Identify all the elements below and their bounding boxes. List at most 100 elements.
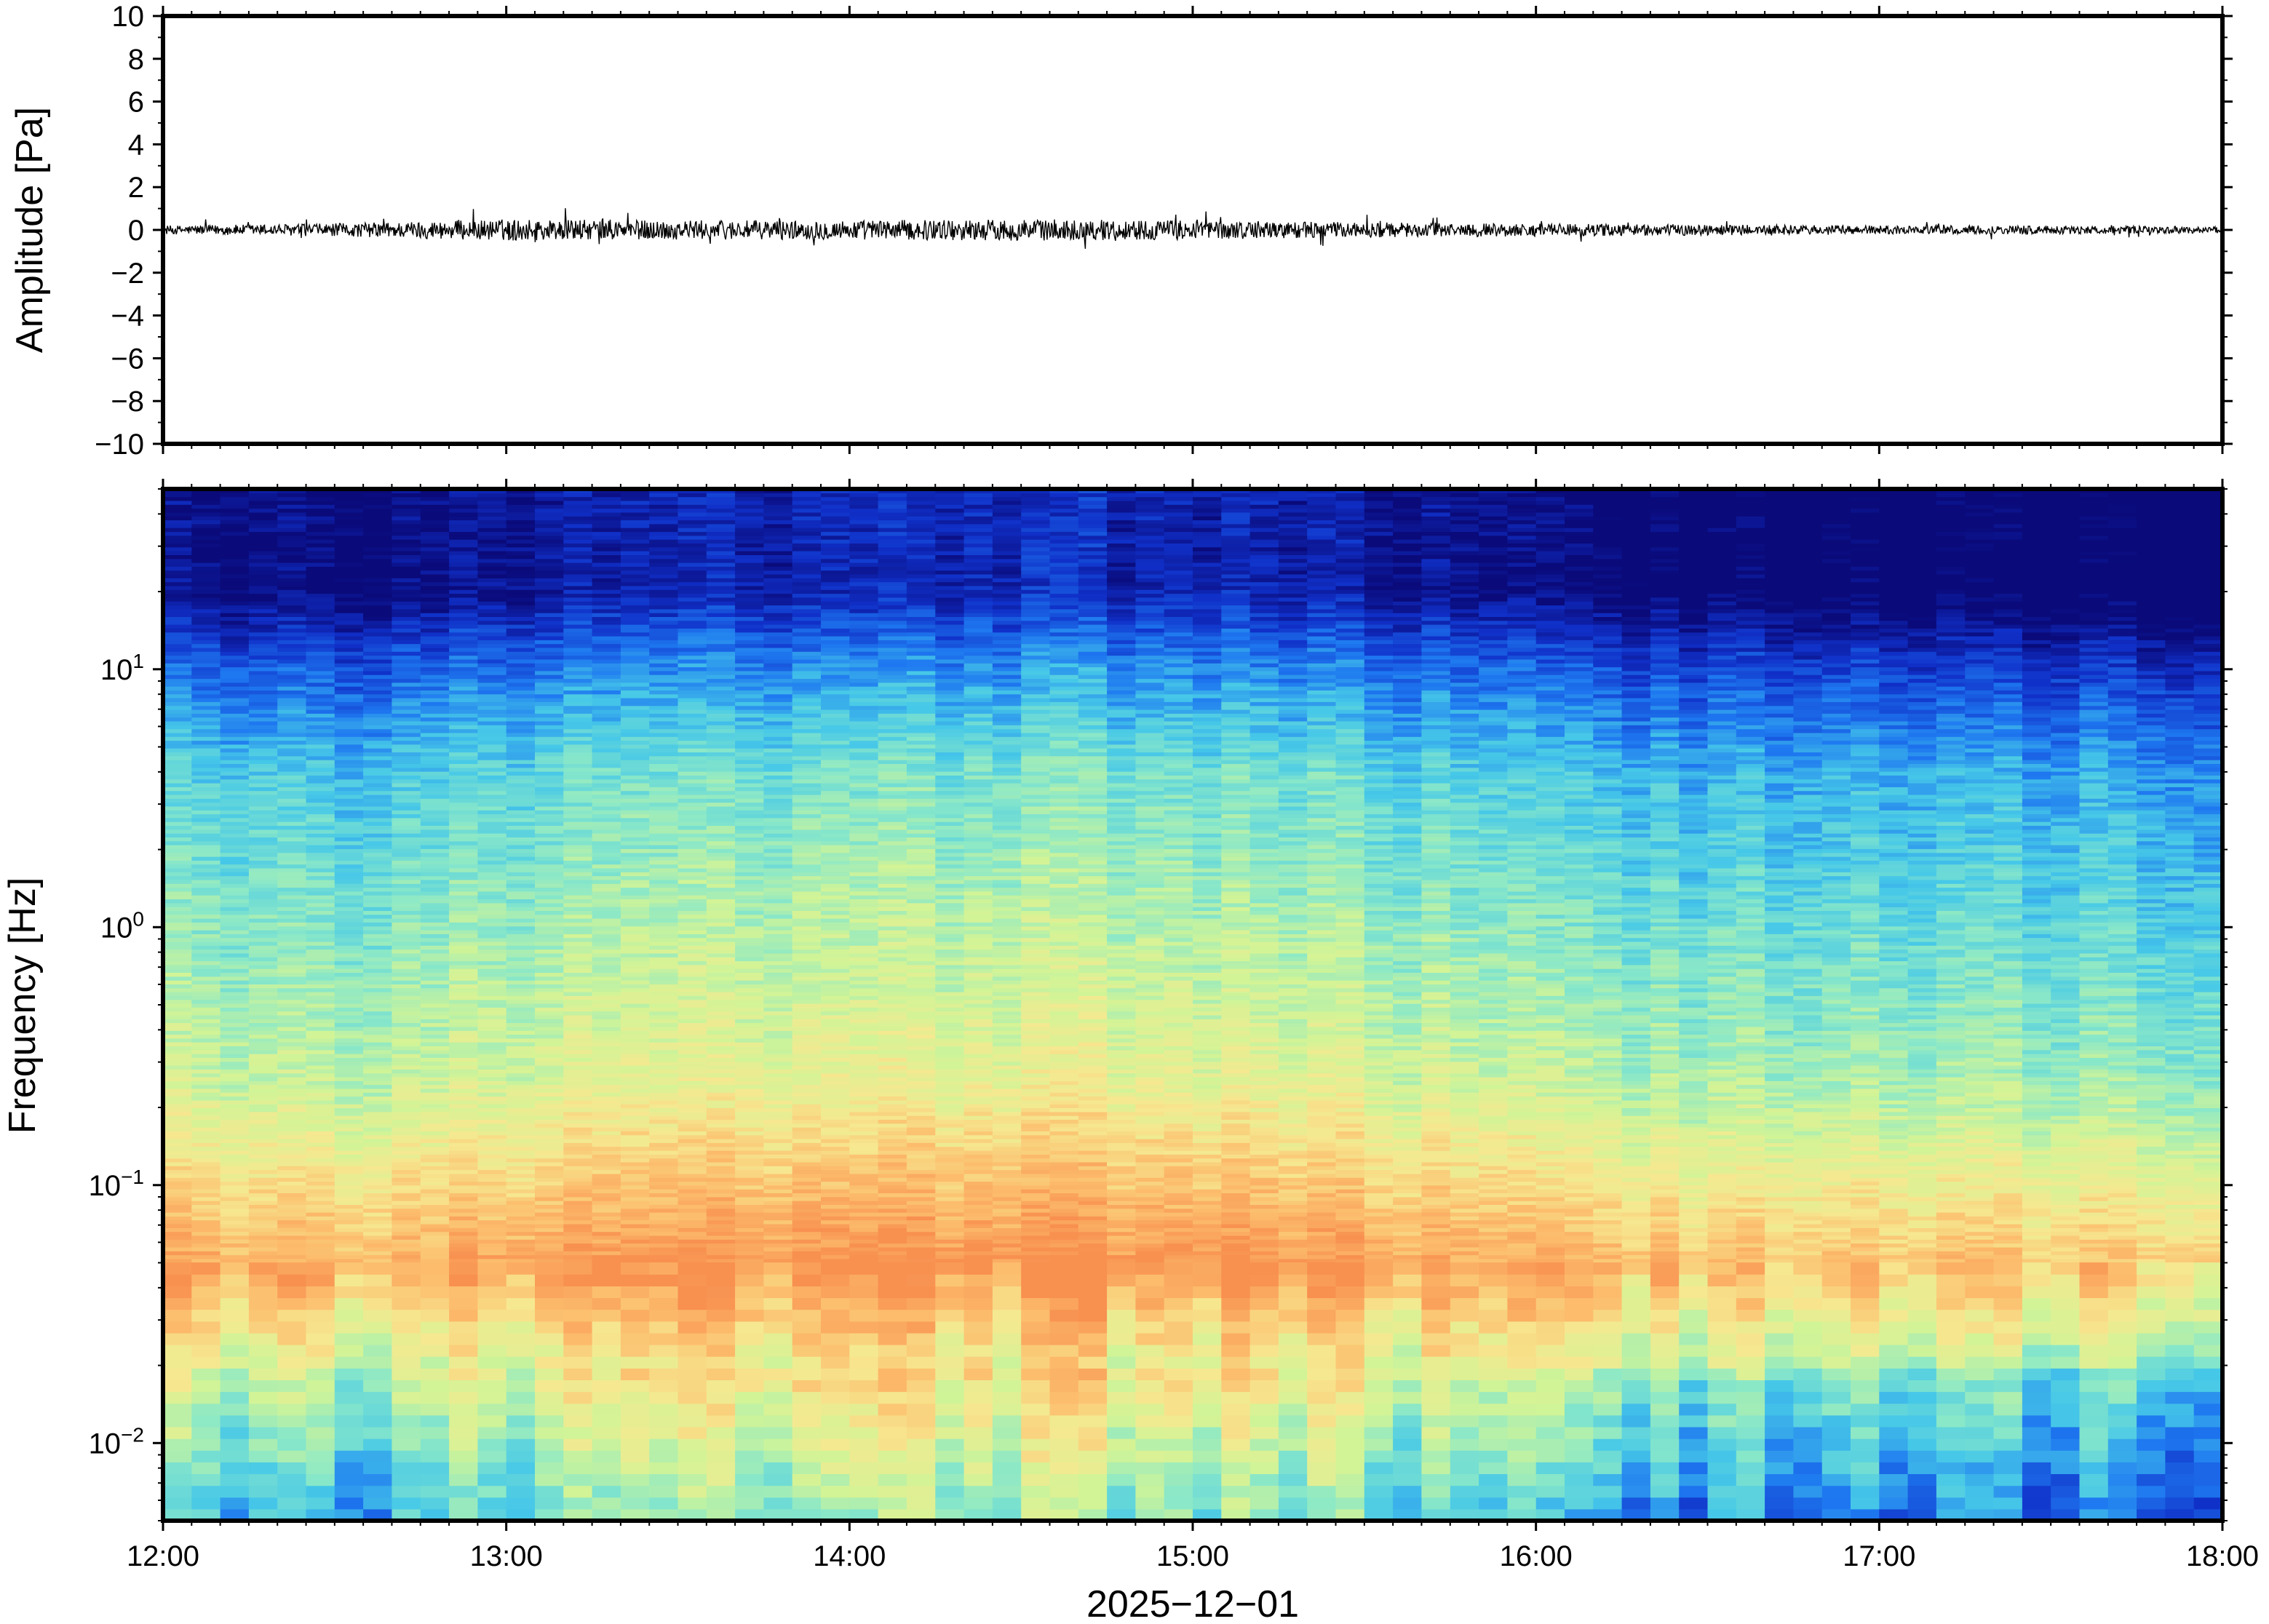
spectrogram-cell <box>449 1049 479 1054</box>
spectrogram-cell <box>306 833 335 837</box>
spectrogram-cell <box>392 1084 421 1089</box>
spectrogram-cell <box>248 616 278 621</box>
spectrogram-cell <box>449 1069 479 1074</box>
spectrogram-cell <box>191 934 221 939</box>
spectrogram-cell <box>191 562 221 567</box>
spectrogram-cell <box>535 570 565 575</box>
spectrogram-cell <box>592 845 621 849</box>
spectrogram-cell <box>248 693 278 698</box>
spectrogram-cell <box>620 914 650 919</box>
spectrogram-cell <box>649 1022 679 1027</box>
spectrogram-cell <box>191 1227 221 1233</box>
spectrogram-cell <box>277 1193 307 1198</box>
spectrogram-cell <box>363 717 393 722</box>
spectrogram-cell <box>248 840 278 845</box>
spectrogram-cell <box>363 918 393 923</box>
spectrogram-cell <box>449 1092 479 1097</box>
spectrogram-cell <box>420 1030 450 1035</box>
spectrogram-cell <box>420 1080 450 1086</box>
spectrogram-cell <box>477 1246 507 1251</box>
spectrogram-cell <box>392 960 421 966</box>
spectrogram-cell <box>334 1391 364 1404</box>
spectrogram-cell <box>763 1196 793 1201</box>
spectrogram-cell <box>420 620 450 625</box>
spectrogram-cell <box>535 1450 565 1462</box>
spectrogram-cell <box>506 802 536 807</box>
spectrogram-cell <box>363 1139 393 1143</box>
spectrogram-cell <box>334 1196 364 1201</box>
spectrogram-cell <box>735 1274 765 1286</box>
spectrogram-cell <box>763 992 793 996</box>
spectrogram-cell <box>649 1414 679 1428</box>
spectrogram-cell <box>535 763 565 768</box>
spectrogram-cell <box>191 949 221 954</box>
spectrogram-cell <box>220 1154 250 1159</box>
spectrogram-cell <box>477 968 507 973</box>
spectrogram-cell <box>248 937 278 942</box>
spectrogram-cell <box>306 632 335 637</box>
spectrogram-cell <box>477 616 507 621</box>
spectrogram-cell <box>677 752 707 757</box>
spectrogram-cell <box>191 937 221 942</box>
spectrogram-cell <box>735 651 765 656</box>
spectrogram-cell <box>334 1254 364 1259</box>
spectrogram-cell <box>477 1123 507 1128</box>
spectrogram-cell <box>563 1134 593 1139</box>
spectrogram-cell <box>306 1166 335 1171</box>
spectrogram-cell <box>506 771 536 776</box>
spectrogram-cell <box>220 698 250 702</box>
spectrogram-cell <box>620 1054 650 1058</box>
spectrogram-cell <box>763 1212 793 1217</box>
spectrogram-cell <box>535 1251 565 1256</box>
spectrogram-cell <box>363 810 393 815</box>
spectrogram-cell <box>306 1181 335 1186</box>
spectrogram-cell <box>220 558 250 563</box>
spectrogram-cell <box>191 674 221 680</box>
spectrogram-cell <box>334 918 364 923</box>
spectrogram-cell <box>334 1216 364 1221</box>
spectrogram-cell <box>535 670 565 675</box>
spectrogram-cell <box>677 1072 707 1078</box>
spectrogram-cell <box>477 987 507 992</box>
spectrogram-cell <box>392 1235 421 1240</box>
spectrogram-cell <box>191 1204 221 1209</box>
spectrogram-cell <box>477 856 507 861</box>
spectrogram-cell <box>649 628 679 633</box>
spectrogram-cell <box>620 624 650 629</box>
spectrogram-cell <box>706 640 736 645</box>
spectrogram-cell <box>535 732 565 737</box>
spectrogram-cell <box>620 1065 650 1070</box>
spectrogram-cell <box>592 1391 621 1404</box>
spectrogram-cell <box>506 516 536 521</box>
spectrogram-cell <box>277 813 307 819</box>
spectrogram-cell <box>392 740 421 745</box>
spectrogram-cell <box>735 833 765 837</box>
spectrogram-cell <box>392 528 421 533</box>
spectrogram-cell <box>420 520 450 525</box>
spectrogram-cell <box>277 636 307 640</box>
spectrogram-cell <box>420 1235 450 1240</box>
spectrogram-cell <box>334 829 364 834</box>
spectrogram-cell <box>277 589 307 594</box>
spectrogram-cell <box>506 1368 536 1380</box>
spectrogram-cell <box>506 1224 536 1228</box>
spectrogram-cell <box>563 1332 593 1345</box>
spectrogram-cell <box>649 980 679 984</box>
spectrogram-cell <box>620 1069 650 1074</box>
spectrogram-cell <box>220 1414 250 1428</box>
spectrogram-cell <box>334 895 364 899</box>
spectrogram-cell <box>277 1038 307 1043</box>
spectrogram-cell <box>306 934 335 939</box>
spectrogram-cell <box>248 1026 278 1031</box>
waveform-y-axis-title: Amplitude [Pa] <box>9 107 51 353</box>
spectrogram-cell <box>620 655 650 660</box>
spectrogram-cell <box>248 1380 278 1393</box>
spectrogram-cell <box>248 902 278 907</box>
spectrogram-cell <box>592 937 621 942</box>
spectrogram-cell <box>506 528 536 533</box>
spectrogram-cell <box>420 744 450 749</box>
spectrogram-cell <box>334 1227 364 1233</box>
spectrogram-cell <box>649 1239 679 1244</box>
spectrogram-cell <box>277 713 307 718</box>
spectrogram-cell <box>706 1096 736 1101</box>
